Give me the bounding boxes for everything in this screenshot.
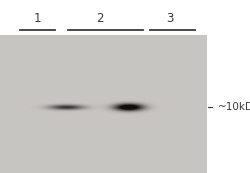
Text: 3: 3 — [166, 11, 174, 25]
Text: ~10kDa: ~10kDa — [218, 102, 250, 112]
Bar — [207, 0, 250, 173]
Bar — [0, 35, 207, 173]
Bar — [0, 0, 250, 35]
Text: 2: 2 — [96, 11, 104, 25]
Text: 1: 1 — [34, 11, 41, 25]
